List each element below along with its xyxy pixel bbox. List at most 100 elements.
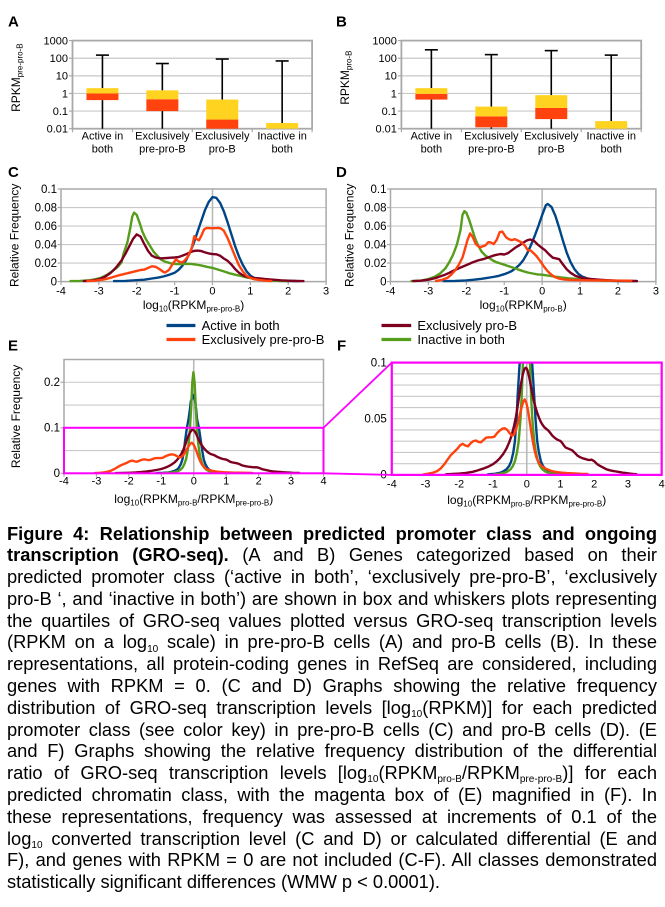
- curve-exclusively-pre-pro-b: [93, 441, 254, 475]
- y-tick-label: 0.1: [371, 184, 387, 196]
- caption-text-run: promoter class (see color key) in pre-pr…: [7, 718, 657, 740]
- box-lower-quartile: [206, 119, 239, 129]
- series-group: [69, 195, 305, 283]
- box-active-in-both: [415, 49, 448, 129]
- caption-text-run: transcription (GRO-seq).: [7, 544, 229, 566]
- panel-e: -4 -3 -2 -1 0 1 2 3 4 0 0.1 0.2 log10(RPKMpro-B/RPKM…: [8, 338, 327, 508]
- category-label: Exclusively: [135, 131, 190, 143]
- box-upper-quartile: [266, 123, 299, 129]
- y-tick-label: 10: [385, 71, 397, 83]
- box-inactive-in-both: [266, 60, 299, 129]
- y-tick-label: 100: [50, 53, 68, 65]
- curve-exclusively-pro-b: [444, 366, 638, 476]
- caption-text-run: statistically significant differences (W…: [7, 871, 440, 893]
- category-label: both: [421, 144, 442, 156]
- x-tick-label: -3: [421, 479, 431, 491]
- y-tick-label: 0.1: [44, 423, 60, 435]
- x-tick-label: -3: [94, 286, 104, 298]
- box-upper-quartile: [595, 121, 628, 129]
- category-label: Exclusively: [195, 131, 250, 143]
- x-axis-title: log10(RPKMpro-B/RPKMpre-pro-B): [114, 492, 273, 508]
- caption-line: and F) Graphs showing the relative frequ…: [7, 740, 657, 762]
- category-label: Exclusively: [464, 131, 519, 143]
- caption-line: predicted promoter class (‘active in bot…: [7, 566, 657, 588]
- series-group: [93, 371, 301, 475]
- y-tick-label: 0: [54, 468, 60, 480]
- y-axis-title: RPKMpro-B: [338, 51, 354, 105]
- x-tick-label: 0: [524, 479, 530, 491]
- caption-line: distribution of GRO-seq transcription le…: [7, 697, 657, 720]
- panel-label-b: B: [336, 14, 347, 31]
- magnifier-connector-top: [322, 361, 393, 429]
- box-upper-quartile: [146, 90, 179, 100]
- category-label: Inactive in: [257, 131, 307, 143]
- caption-line: ratio of GRO-seq transcription levels [l…: [7, 762, 657, 786]
- x-tick-label: 1: [577, 286, 583, 298]
- panel-label-c: C: [8, 164, 19, 181]
- x-tick-label: 1: [247, 286, 253, 298]
- caption-text-run: predicted chromatin class, with the mage…: [7, 784, 657, 806]
- x-tick-label: 4: [320, 476, 326, 488]
- legend-label: Exclusively pre-pro-B: [202, 332, 325, 347]
- curve-exclusively-pre-pro-b: [434, 230, 633, 283]
- y-tick-label: 0: [380, 470, 386, 482]
- y-tick-label: 0.1: [371, 357, 387, 369]
- curve-exclusively-pro-b: [114, 428, 301, 475]
- box-lower-quartile: [86, 93, 119, 101]
- x-tick-label: 3: [288, 476, 294, 488]
- caption-subscript: 10: [367, 774, 379, 786]
- magnifier-overlay: [63, 361, 663, 477]
- box-upper-quartile: [535, 95, 568, 108]
- caption-line: genes with RPKM = 0. (C and D) Graphs sh…: [7, 675, 657, 697]
- y-axis-title: Relative Frequency: [343, 184, 357, 287]
- x-axis-title: log10(RPKMpre-pro-B): [143, 298, 244, 314]
- y-axis-title: Relative Frequency: [9, 365, 23, 468]
- caption-subscript: pre-pro-B: [519, 774, 563, 786]
- y-tick-label: 10: [56, 71, 68, 83]
- box-upper-quartile: [86, 88, 119, 94]
- y-tick-label: 100: [379, 53, 397, 65]
- y-tick-label: 0.04: [35, 239, 58, 251]
- legend-label: Inactive in both: [417, 332, 504, 347]
- curve-active-in-both: [442, 202, 639, 283]
- box-exclusively-pre-pro-b: [146, 62, 179, 129]
- y-tick-label: 0.1: [382, 106, 397, 118]
- caption-line: promoter class (see color key) in pre-pr…: [7, 719, 657, 741]
- category-label: both: [601, 144, 622, 156]
- y-tick-label: 0.05: [364, 414, 386, 426]
- curve-exclusively-pre-pro-b: [86, 226, 273, 283]
- magnifier-box-e: [63, 426, 325, 475]
- x-tick-label: -1: [170, 286, 180, 298]
- x-tick-label: -3: [92, 476, 102, 488]
- box-lower-quartile: [415, 93, 448, 100]
- box-lower-quartile: [475, 116, 508, 128]
- caption-line: predicted chromatin class, with the mage…: [7, 784, 657, 806]
- y-tick-label: 0: [51, 276, 57, 288]
- y-tick-label: 1000: [44, 35, 68, 47]
- y-tick-label: 1: [391, 88, 397, 100]
- caption-text-run: converted transcription level (C and D) …: [42, 827, 657, 849]
- x-tick-label: 2: [285, 286, 291, 298]
- caption-text-run: )] for each: [562, 762, 657, 784]
- x-tick-label: -1: [488, 479, 498, 491]
- box-exclusively-pro-b: [535, 49, 568, 129]
- x-tick-label: 0: [209, 286, 215, 298]
- caption-text-run: Figure 4: Relationship between predicted…: [7, 522, 657, 544]
- caption-line: log10 converted transcription level (C a…: [7, 827, 657, 851]
- caption-text-run: (RPKM on a log: [7, 631, 148, 653]
- plot-border: [389, 188, 657, 283]
- x-axis-title: log10(RPKMpro-B): [480, 298, 567, 314]
- y-tick-label: 0.1: [41, 184, 57, 196]
- caption-line: transcription (GRO-seq). (A and B) Genes…: [7, 544, 657, 566]
- category-label: pro-B: [209, 144, 236, 156]
- y-tick-label: 0.02: [364, 258, 386, 270]
- curve-inactive-in-both: [493, 361, 560, 476]
- caption-text-run: and F) Graphs showing the relative frequ…: [7, 740, 657, 762]
- y-tick-label: 0.1: [53, 106, 68, 118]
- y-tick-label: 0.08: [35, 202, 57, 214]
- y-tick-label: 0.06: [364, 221, 386, 233]
- x-tick-label: -4: [387, 479, 397, 491]
- x-tick-label: -1: [156, 476, 166, 488]
